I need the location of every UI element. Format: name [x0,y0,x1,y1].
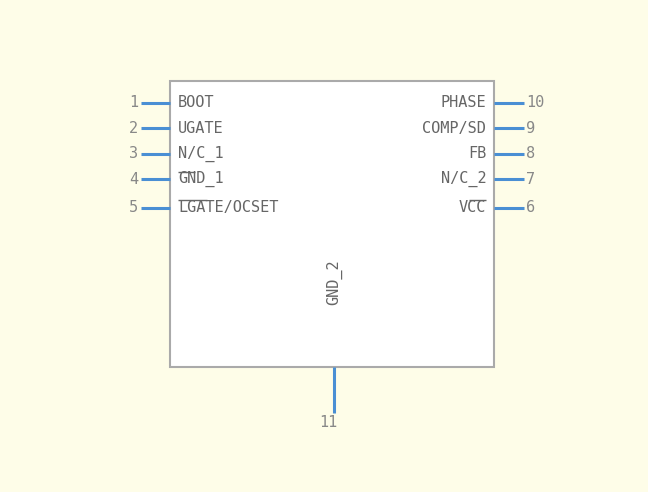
Text: GND_1: GND_1 [178,171,224,187]
Text: 10: 10 [526,95,544,110]
Text: N/C_1: N/C_1 [178,146,224,162]
Text: BOOT: BOOT [178,95,214,110]
Text: N/C_2: N/C_2 [441,171,487,187]
Text: 2: 2 [129,121,139,136]
Text: 5: 5 [129,200,139,215]
Text: 6: 6 [526,200,535,215]
Text: 3: 3 [129,146,139,161]
Text: FB: FB [468,146,487,161]
Text: GND_2: GND_2 [327,260,343,306]
Text: 8: 8 [526,146,535,161]
Text: COMP/SD: COMP/SD [422,121,487,136]
Text: VCC: VCC [459,200,487,215]
Text: UGATE: UGATE [178,121,224,136]
Bar [170,81,494,367]
Text: PHASE: PHASE [441,95,487,110]
Text: 9: 9 [526,121,535,136]
Text: 4: 4 [129,172,139,186]
Text: LGATE/OCSET: LGATE/OCSET [178,200,278,215]
Text: 1: 1 [129,95,139,110]
Text: 11: 11 [319,415,338,430]
Text: 7: 7 [526,172,535,186]
